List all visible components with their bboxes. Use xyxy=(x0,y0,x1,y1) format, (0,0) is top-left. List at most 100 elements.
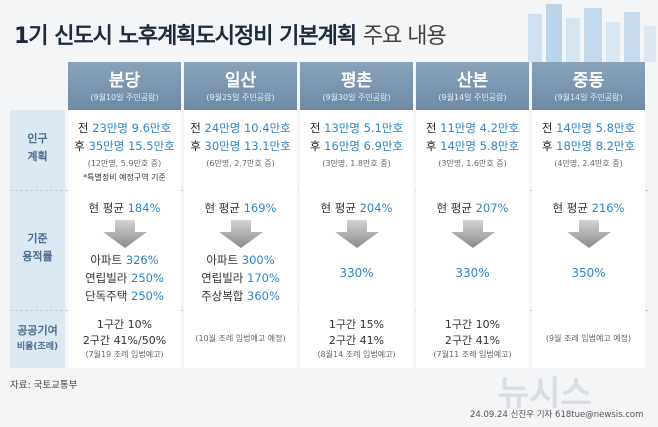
column-header xyxy=(532,62,645,110)
target-value: 360% xyxy=(247,289,280,303)
homes: 13.1만호 xyxy=(243,139,291,153)
population-line: 전 24만명 10.4만호 xyxy=(184,120,297,136)
prefix: 후 xyxy=(190,139,201,153)
column-date: (9월14일 주민공람) xyxy=(554,93,623,102)
contribution-line: 2구간 41%/50% xyxy=(68,332,181,348)
far-current: 현 평균 184% xyxy=(68,200,181,216)
contribution-note: (9월 조례 입법예고 예정) xyxy=(545,334,632,343)
section-value: 41% xyxy=(359,334,385,347)
target-value: 330% xyxy=(455,266,490,280)
section-label: 1구간 xyxy=(328,318,357,331)
population-line: 후 16만명 6.9만호 xyxy=(300,138,413,154)
population-change: (3만명, 1.8만호 증) xyxy=(322,159,391,168)
homes: 4.2만호 xyxy=(479,121,520,135)
population-line: 전 23만명 9.6만호 xyxy=(68,120,181,136)
far-target: 단독주택 250% xyxy=(68,288,181,304)
far-current: 현 평균 204% xyxy=(300,200,413,216)
far-target: 330% xyxy=(300,266,413,280)
population-line: 전 14만명 5.8만호 xyxy=(532,120,645,136)
arrow xyxy=(218,220,263,248)
homes: 9.6만호 xyxy=(131,121,172,135)
row-label: 기준 xyxy=(27,232,48,245)
far-target: 350% xyxy=(532,266,645,280)
far-target: 아파트 300% xyxy=(184,252,297,268)
contribution-note: (8월14 조례 입법예고) xyxy=(317,350,396,359)
column-header xyxy=(68,62,181,110)
prefix: 전 xyxy=(190,121,201,135)
homes: 10.4만호 xyxy=(243,121,291,135)
contribution-line: 1구간 10% xyxy=(68,316,181,332)
far-label: 현 평균 xyxy=(320,201,356,215)
section-label: 1구간 xyxy=(96,318,125,331)
contribution-note: (7월19 조례 입법예고) xyxy=(85,350,164,359)
people: 18만명 xyxy=(556,139,592,153)
title-light: 주요 내용 xyxy=(362,24,447,49)
arrow xyxy=(450,220,495,248)
far-target: 연립빌라 170% xyxy=(184,270,297,286)
population-change: (6만명, 2.7만호 증) xyxy=(206,159,275,168)
prefix: 전 xyxy=(309,121,321,135)
section-value: 41% xyxy=(475,334,501,347)
far-value: 184% xyxy=(127,201,161,215)
prefix: 전 xyxy=(541,121,553,135)
target-label: 연립빌라 xyxy=(85,271,128,285)
people: 23만명 xyxy=(92,121,128,135)
far-target: 아파트 326% xyxy=(68,252,181,268)
arrow xyxy=(102,220,147,248)
column-date: (9월14일 주민공람) xyxy=(438,93,507,102)
watermark: 뉴시스 xyxy=(498,374,592,414)
far-label: 현 평균 xyxy=(552,201,588,215)
column-header xyxy=(184,62,297,110)
far-label: 현 평균 xyxy=(204,201,240,215)
target-value: 300% xyxy=(241,253,275,267)
target-label: 연립빌라 xyxy=(201,271,244,285)
population-line: 후 35만명 15.5만호 xyxy=(68,138,181,154)
buildings xyxy=(528,4,656,62)
target-value: 330% xyxy=(339,266,374,280)
column-date: (9월25일 주민공람) xyxy=(206,93,275,102)
people: 11만명 xyxy=(440,121,476,135)
column-name: 분당 xyxy=(108,71,141,91)
column-name: 중동 xyxy=(572,71,605,91)
section-value: 41%/50% xyxy=(113,334,167,347)
section-label: 2구간 xyxy=(444,334,473,347)
far-target: 연립빌라 250% xyxy=(68,270,181,286)
target-label: 아파트 xyxy=(90,253,123,267)
target-value: 350% xyxy=(571,266,606,280)
far-value: 207% xyxy=(475,201,509,215)
row-label-column xyxy=(10,110,65,368)
population-line: 후 30만명 13.1만호 xyxy=(184,138,297,154)
section-label: 2구간 xyxy=(82,334,111,347)
far-label: 현 평균 xyxy=(436,201,472,215)
population-line: 전 13만명 5.1만호 xyxy=(300,120,413,136)
source: 자료: 국토교통부 xyxy=(10,380,78,391)
population-line: 후 14만명 5.8만호 xyxy=(416,138,529,154)
population-note: *특별정비 예정구역 기준 xyxy=(83,173,166,182)
target-value: 250% xyxy=(131,271,164,285)
people: 30만명 xyxy=(204,139,241,153)
people: 16만명 xyxy=(324,139,360,153)
column-name: 일산 xyxy=(224,71,257,91)
homes: 5.8만호 xyxy=(595,121,636,135)
people: 14만명 xyxy=(440,139,476,153)
prefix: 전 xyxy=(425,121,437,135)
contribution-note: (10월 조례 입법예고 예정) xyxy=(195,334,286,343)
population-change: (12만명, 5.9만호 증) xyxy=(87,159,162,168)
far-current: 현 평균 169% xyxy=(184,200,297,216)
target-value: 250% xyxy=(131,289,164,303)
far-value: 204% xyxy=(359,201,393,215)
prefix: 후 xyxy=(74,139,85,153)
homes: 8.2만호 xyxy=(595,139,636,153)
row-label: 공공기여 xyxy=(17,324,58,337)
row-label: 계획 xyxy=(27,150,48,163)
homes: 6.9만호 xyxy=(363,139,404,153)
section-value: 10% xyxy=(475,318,501,331)
prefix: 후 xyxy=(309,139,321,153)
column-header xyxy=(416,62,529,110)
people: 24만명 xyxy=(204,121,241,135)
row-label: 용적률 xyxy=(22,250,53,263)
title: 1기 신도시 노후계획도시정비 기본계획 주요 내용 xyxy=(14,18,447,50)
far-value: 169% xyxy=(243,201,277,215)
far-label: 현 평균 xyxy=(88,201,124,215)
homes: 15.5만호 xyxy=(127,139,175,153)
